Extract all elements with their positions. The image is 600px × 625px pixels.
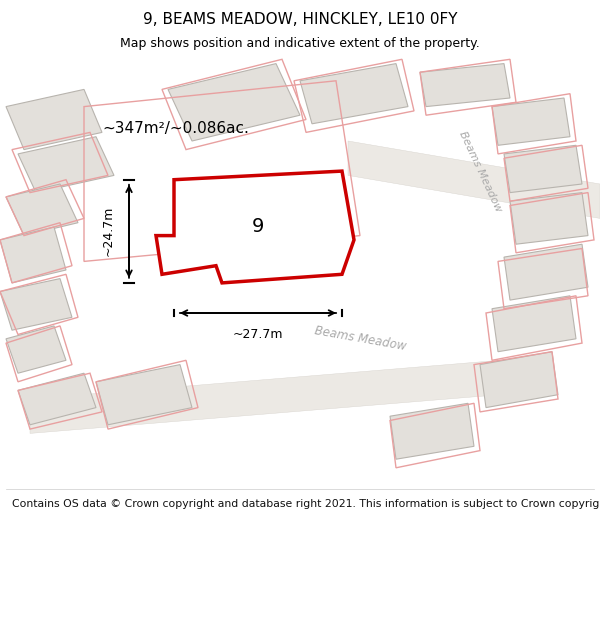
Text: 9, BEAMS MEADOW, HINCKLEY, LE10 0FY: 9, BEAMS MEADOW, HINCKLEY, LE10 0FY bbox=[143, 12, 457, 27]
Polygon shape bbox=[300, 64, 408, 124]
Polygon shape bbox=[504, 244, 588, 300]
Text: Map shows position and indicative extent of the property.: Map shows position and indicative extent… bbox=[120, 38, 480, 51]
Text: Beams Meadow: Beams Meadow bbox=[457, 129, 503, 213]
Polygon shape bbox=[18, 137, 114, 192]
Polygon shape bbox=[0, 227, 66, 283]
Polygon shape bbox=[0, 279, 72, 330]
Polygon shape bbox=[492, 98, 570, 145]
Polygon shape bbox=[390, 403, 474, 459]
Polygon shape bbox=[504, 145, 582, 192]
Polygon shape bbox=[6, 326, 66, 373]
Text: 9: 9 bbox=[252, 217, 264, 236]
Polygon shape bbox=[420, 64, 510, 107]
Text: ~347m²/~0.086ac.: ~347m²/~0.086ac. bbox=[102, 121, 249, 136]
Polygon shape bbox=[156, 171, 354, 283]
Text: Contains OS data © Crown copyright and database right 2021. This information is : Contains OS data © Crown copyright and d… bbox=[12, 499, 600, 509]
Polygon shape bbox=[96, 364, 192, 425]
Text: ~27.7m: ~27.7m bbox=[233, 328, 283, 341]
Polygon shape bbox=[492, 296, 576, 352]
Polygon shape bbox=[480, 352, 558, 408]
Polygon shape bbox=[348, 141, 600, 218]
Polygon shape bbox=[6, 89, 102, 149]
Polygon shape bbox=[18, 373, 96, 425]
Polygon shape bbox=[510, 192, 588, 244]
Polygon shape bbox=[30, 356, 552, 433]
Text: ~24.7m: ~24.7m bbox=[101, 206, 115, 256]
Text: Beams Meadow: Beams Meadow bbox=[313, 324, 407, 353]
Polygon shape bbox=[6, 184, 78, 236]
Polygon shape bbox=[168, 64, 300, 141]
